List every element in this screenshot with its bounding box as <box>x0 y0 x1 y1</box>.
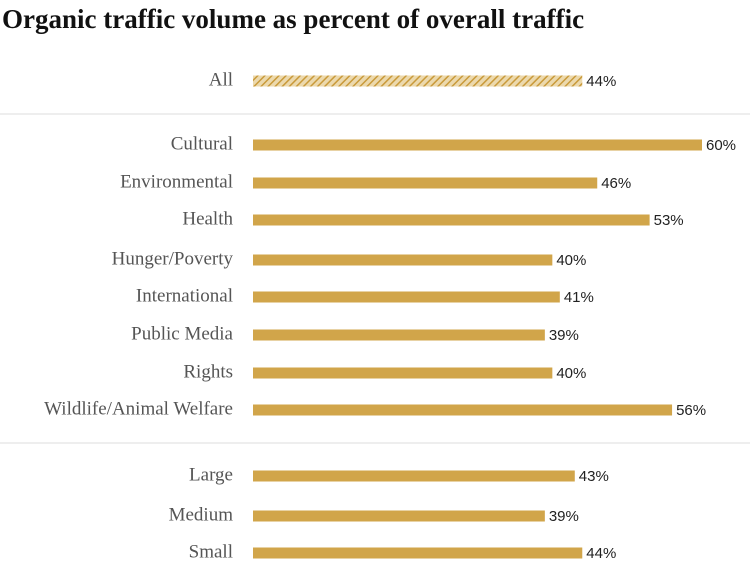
bar <box>253 404 673 416</box>
value-label: 40% <box>556 252 586 269</box>
category-label: Hunger/Poverty <box>112 248 234 269</box>
category-label: Cultural <box>171 133 233 154</box>
value-label: 43% <box>579 468 609 485</box>
category-label: All <box>209 69 233 90</box>
value-label: 60% <box>706 137 736 154</box>
value-label: 39% <box>549 327 579 344</box>
bar <box>253 214 650 226</box>
bar <box>253 470 575 482</box>
category-label: Wildlife/Animal Welfare <box>44 398 233 419</box>
value-label: 56% <box>676 402 706 419</box>
category-label: Rights <box>183 361 233 382</box>
bar <box>253 291 560 303</box>
bar <box>253 510 545 522</box>
value-label: 53% <box>654 212 684 229</box>
value-label: 41% <box>564 289 594 306</box>
category-label: Small <box>189 541 233 562</box>
category-label: Large <box>189 464 233 485</box>
value-label: 44% <box>586 73 616 90</box>
value-label: 46% <box>601 175 631 192</box>
bar <box>253 367 553 379</box>
bar <box>253 75 583 87</box>
category-label: Health <box>182 208 233 229</box>
category-label: International <box>136 285 233 306</box>
bar <box>253 177 598 189</box>
bar <box>253 329 545 341</box>
category-label: Environmental <box>120 171 233 192</box>
category-label: Medium <box>169 504 234 525</box>
bar <box>253 547 583 559</box>
bar <box>253 254 553 266</box>
bar <box>253 139 702 151</box>
value-label: 44% <box>586 545 616 562</box>
value-label: 39% <box>549 508 579 525</box>
chart-title: Organic traffic volume as percent of ove… <box>2 4 584 34</box>
category-label: Public Media <box>131 323 233 344</box>
value-label: 40% <box>556 365 586 382</box>
